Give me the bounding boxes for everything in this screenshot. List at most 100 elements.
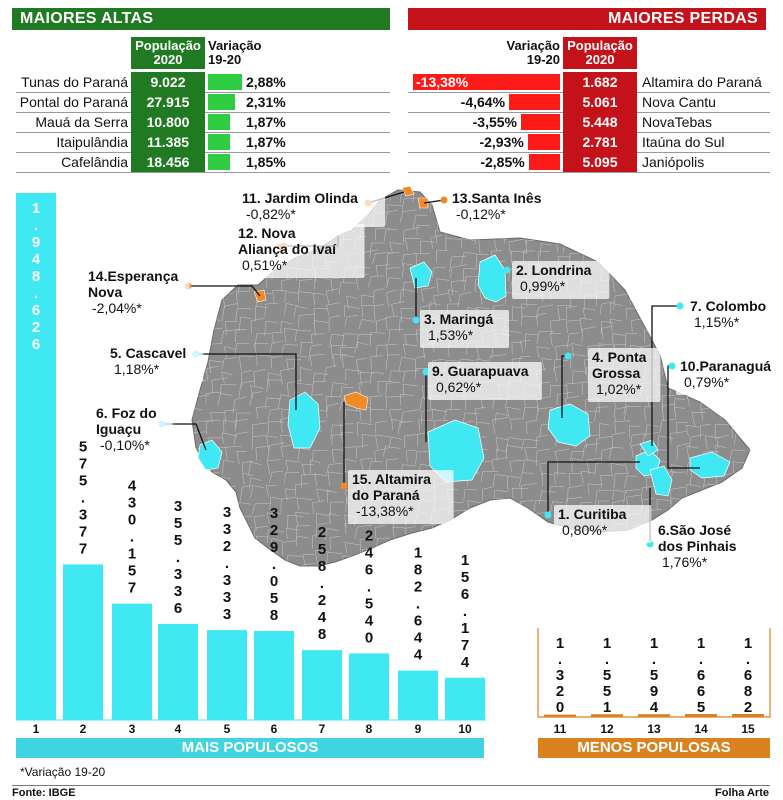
bar-menos-13-label-char: .: [652, 651, 656, 668]
map-label-foz-name-0: 6. Foz do: [96, 405, 157, 421]
altas-row-pop: 11.385: [131, 132, 205, 152]
bar-mais-6-label-char: 8: [270, 607, 278, 624]
bar-mais-9-label-char: .: [416, 596, 420, 613]
map-label-cascavel-value: 1,18%*: [114, 361, 160, 377]
bar-mais-9-label-char: 2: [414, 579, 422, 596]
bar-mais-8-label-char: .: [367, 578, 371, 595]
bar-mais-2-label-char: 7: [79, 540, 87, 557]
bar-mais-3-category: 3: [129, 722, 136, 736]
map-label-ponta-grossa-name-1: Grossa: [592, 365, 640, 381]
perdas-row: -13,38% 1.682 Altamira do Paraná: [408, 72, 770, 92]
bar-mais-2-label-char: 5: [79, 472, 87, 489]
bar-mais-9-category: 9: [415, 722, 422, 736]
map-label-santa-ines-value: -0,12%*: [456, 206, 506, 222]
map-label-maringa-value: 1,53%*: [428, 327, 474, 343]
altas-row-pop: 18.456: [131, 152, 205, 172]
altas-pop-col-header: População 2020: [131, 37, 205, 69]
leader-line-esperanca-nova: [188, 285, 261, 297]
bar-menos-11-label-char: .: [558, 651, 562, 668]
bar-mais-7-label-char: 5: [318, 541, 326, 558]
bar-menos-13-category: 13: [647, 722, 661, 736]
bar-mais-7-label-char: .: [320, 575, 324, 592]
bar-menos-13-label-char: 9: [650, 683, 658, 700]
foz-area: [197, 439, 223, 471]
perdas-row: -4,64% 5.061 Nova Cantu: [408, 92, 770, 112]
altas-row-name: Mauá da Serra: [35, 114, 128, 130]
perdas-row-var: -3,55%: [472, 114, 517, 130]
menos-populosos-label: MENOS POPULOSAS: [538, 738, 770, 758]
bar-menos-15-label-char: 8: [744, 683, 752, 700]
perdas-row-name: NovaTebas: [642, 114, 713, 130]
map-label-guarapuava-name-0: 9. Guarapuava: [432, 363, 529, 379]
bar-menos-12-label-char: 5: [603, 667, 611, 684]
bar-menos-11: [544, 714, 576, 717]
leader-line-foz: [162, 423, 207, 451]
bar-menos-15: [732, 714, 764, 717]
label-marker-curitiba: [544, 511, 552, 519]
altas-row-name: Cafelândia: [61, 154, 128, 170]
bar-mais-5-category: 5: [224, 722, 231, 736]
bar-mais-4: [158, 623, 198, 720]
map-label-paranagua-value: 0,79%*: [684, 374, 730, 390]
bar-mais-2-label-char: 7: [79, 455, 87, 472]
bar-mais-7-label-char: 2: [318, 524, 326, 541]
map-label-altamira-value: -13,38%*: [356, 503, 414, 519]
map-label-curitiba-value: 0,80%*: [562, 522, 608, 538]
bar-mais-6-label-char: 0: [270, 573, 278, 590]
bar-mais-1-label-char: 9: [32, 234, 40, 251]
bar-mais-7-label-char: 4: [318, 609, 327, 626]
altas-row: Itaipulândia 11.385 1,87%: [16, 132, 390, 152]
bar-mais-4-label-char: 5: [174, 532, 182, 549]
bar-menos-15-label-char: 1: [744, 635, 752, 652]
bar-menos-15-category: 15: [741, 722, 755, 736]
bar-mais-8-label-char: 0: [365, 629, 373, 646]
bar-mais-6-label-char: 5: [270, 590, 278, 607]
perdas-row-name: Altamira do Paraná: [642, 74, 762, 90]
label-backdrop-guarapuava: [428, 362, 542, 400]
label-backdrop-maringa: [420, 310, 509, 348]
mais-populosos-label: MAIS POPULOSOS: [16, 738, 484, 758]
map-label-colombo-name-0: 7. Colombo: [690, 298, 766, 314]
bar-mais-1-label-char: .: [34, 217, 38, 234]
altas-row-var: 2,88%: [246, 74, 286, 90]
bar-mais-10-label-char: 4: [461, 654, 470, 671]
bar-mais-4-label-char: 3: [174, 566, 182, 583]
bar-mais-10-label-char: 6: [461, 586, 469, 603]
bar-mais-8-label-char: 4: [365, 544, 374, 561]
bar-mais-2: [63, 564, 103, 720]
leader-line-cascavel: [196, 353, 297, 410]
bar-mais-10-category: 10: [458, 722, 472, 736]
bar-mais-10-label-char: 7: [461, 637, 469, 654]
bar-mais-10-label-char: 5: [461, 569, 469, 586]
map-label-nova-alianca-name-1: Aliança do Ivaí: [238, 241, 337, 257]
map-label-guarapuava-value: 0,62%*: [436, 379, 482, 395]
map-label-nova-alianca-name-0: 12. Nova: [238, 225, 296, 241]
perdas-row-name: Nova Cantu: [642, 94, 716, 110]
perdas-pop-col-header: População 2020: [563, 37, 637, 69]
bar-mais-10-label-char: .: [463, 603, 467, 620]
map-label-santa-ines-name-0: 13.Santa Inês: [452, 190, 542, 206]
bar-mais-3-label-char: 0: [128, 512, 136, 529]
perdas-row-bar: [528, 154, 560, 170]
bar-mais-6: [254, 631, 294, 720]
bar-mais-2-label-char: 5: [79, 438, 87, 455]
bar-mais-3-label-char: 4: [128, 478, 137, 495]
altas-row-pop: 27.915: [131, 92, 205, 112]
altas-row-bar: [208, 74, 242, 90]
bar-mais-3-label-char: 7: [128, 580, 136, 597]
bar-mais-1-label-char: 6: [32, 336, 40, 353]
altas-row-var: 1,85%: [246, 154, 286, 170]
bar-mais-6-category: 6: [271, 722, 278, 736]
bar-mais-10-label-char: 1: [461, 620, 469, 637]
credit-text: Folha Arte: [715, 787, 769, 799]
label-backdrop-cascavel: [106, 344, 204, 382]
bar-mais-7: [302, 650, 342, 720]
bar-menos-14-category: 14: [694, 722, 708, 736]
bar-menos-15-label-char: 6: [744, 667, 752, 684]
map-label-jardim-olinda-value: -0,82%*: [246, 206, 296, 222]
bar-menos-12-label-char: 5: [603, 683, 611, 700]
bar-mais-9-label-char: 1: [414, 545, 422, 562]
altas-row-pop: 9.022: [131, 72, 205, 92]
bar-menos-11-label-char: 1: [556, 635, 564, 652]
bar-mais-8: [349, 653, 389, 720]
